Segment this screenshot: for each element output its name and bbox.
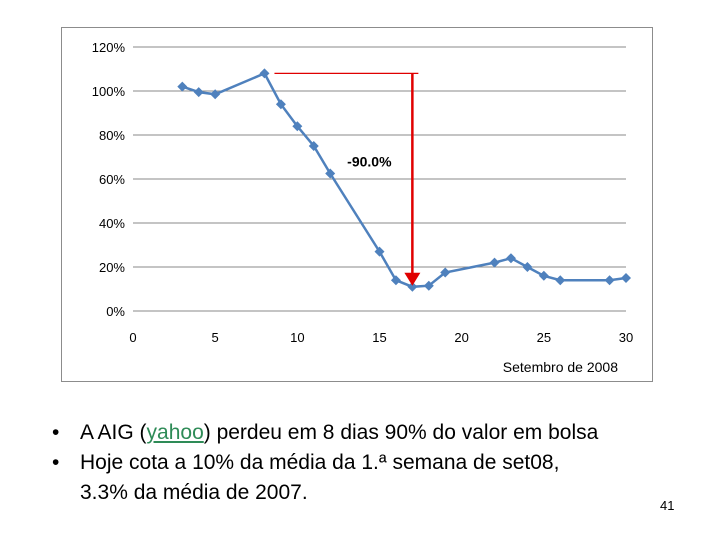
data-point [604, 275, 615, 286]
x-tick-label: 30 [619, 330, 633, 345]
x-tick-label: 10 [290, 330, 304, 345]
data-point [308, 141, 319, 151]
bullet-1-suffix: ) perdeu em 8 dias 90% do valor em bolsa [203, 421, 599, 444]
x-tick-label: 0 [129, 330, 136, 345]
x-axis-title: Setembro de 2008 [503, 359, 618, 375]
bullet-2-line-b: 3.3% da média de 2007. [80, 481, 308, 504]
y-tick-label: 0% [106, 304, 125, 319]
slide-number: 41 [660, 498, 675, 513]
data-point [259, 68, 270, 79]
data-point [292, 121, 303, 132]
y-tick-label: 60% [99, 172, 125, 187]
data-point [177, 81, 188, 92]
data-point [275, 99, 286, 110]
x-tick-label: 20 [454, 330, 468, 345]
bullet-2-line-a: Hoje cota a 10% da média da 1.ª semana d… [80, 451, 560, 474]
data-point [555, 275, 566, 286]
y-tick-label: 40% [99, 216, 125, 231]
series-line [181, 71, 627, 289]
data-point [440, 267, 451, 278]
bullet-item-2: Hoje cota a 10% da média da 1.ª semana d… [52, 448, 692, 508]
data-point [489, 257, 500, 268]
data-point [621, 273, 631, 283]
y-tick-label: 20% [99, 260, 125, 275]
data-point [407, 281, 418, 292]
data-point [538, 270, 549, 281]
yahoo-link[interactable]: yahoo [146, 421, 204, 444]
data-point [325, 168, 336, 179]
y-tick-label: 100% [92, 84, 126, 99]
chart-frame: 0% 20% 40% 60% 80% 100% 120% 0 5 10 15 20 25 30 -90.0… [61, 27, 653, 382]
data-point [374, 246, 385, 257]
line-chart: 0% 20% 40% 60% 80% 100% 120% 0 5 10 15 20 25 30 -90.0… [92, 40, 633, 375]
annotation-label: -90.0% [347, 153, 392, 169]
annotation-arrow-head [404, 272, 421, 286]
bullet-item-1: A AIG (yahoo) perdeu em 8 dias 90% do va… [52, 418, 692, 448]
x-tick-label: 25 [537, 330, 551, 345]
data-point [193, 87, 204, 98]
data-point [390, 275, 401, 286]
data-point [505, 253, 516, 264]
y-tick-label: 80% [99, 128, 125, 143]
bullet-1-prefix: A AIG ( [80, 421, 147, 444]
bullet-list: A AIG (yahoo) perdeu em 8 dias 90% do va… [52, 418, 692, 508]
y-tick-label: 120% [92, 40, 126, 55]
data-point [522, 262, 533, 272]
data-point [423, 280, 434, 291]
data-point [210, 89, 221, 100]
x-tick-label: 15 [372, 330, 386, 345]
x-tick-label: 5 [212, 330, 219, 345]
